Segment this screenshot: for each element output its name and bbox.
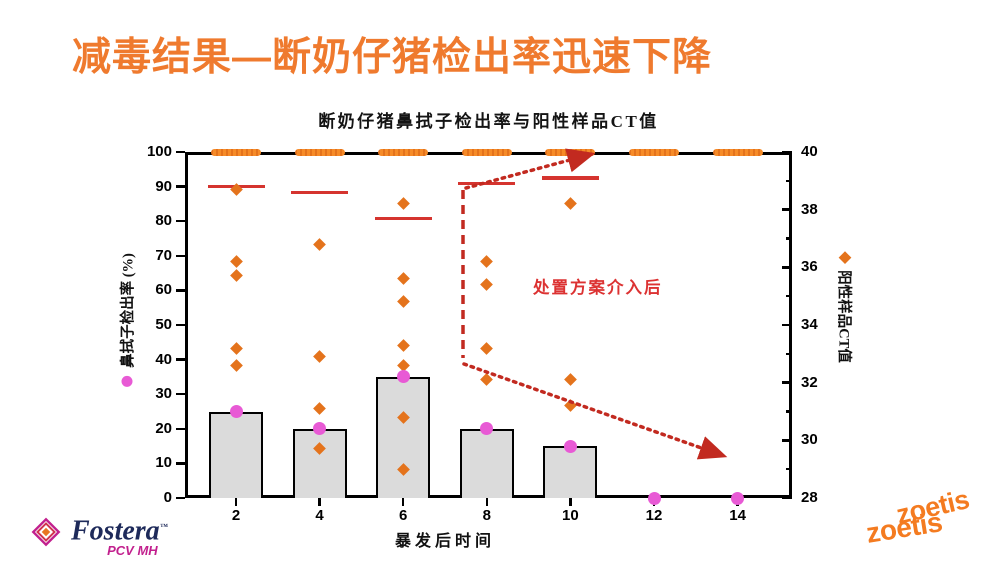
left-axis-title: 鼻拭子检出率 (%) [117, 253, 138, 387]
x-tick-label: 12 [645, 507, 663, 524]
right-tick-label: 30 [801, 431, 818, 449]
x-tick [485, 498, 489, 506]
right-tick [782, 381, 792, 385]
left-tick-label: 70 [155, 246, 172, 264]
right-minor-tick [786, 352, 792, 355]
left-tick [176, 254, 185, 258]
ct-mean-line [374, 216, 432, 221]
left-tick [176, 289, 185, 292]
zoetis-logo: zoetis zoetis [863, 484, 1000, 562]
left-tick-label: 0 [163, 489, 172, 506]
right-minor-tick [786, 179, 792, 182]
left-tick-label: 100 [146, 143, 172, 160]
left-tick-label: 90 [155, 177, 172, 195]
ct40-cluster [629, 148, 679, 156]
fostera-diamond-icon [31, 517, 61, 547]
x-tick [318, 498, 321, 506]
left-tick-label: 30 [155, 385, 172, 403]
ct-legend-diamond-icon [838, 251, 852, 265]
left-tick-label: 20 [155, 419, 172, 437]
detection-rate-dot [229, 405, 243, 418]
right-tick [782, 265, 792, 269]
left-tick-label: 80 [155, 212, 172, 230]
x-tick [234, 498, 238, 506]
x-axis-title: 暴发后时间 [394, 533, 495, 550]
rate-legend-dot-icon [121, 375, 133, 387]
right-tick-label: 40 [801, 143, 818, 160]
zoetis-wordmark-bottom: zoetis [863, 506, 945, 549]
ct-mean-line [291, 190, 349, 195]
detection-rate-bar [459, 428, 514, 498]
x-tick-label: 4 [315, 507, 324, 524]
left-tick [176, 496, 185, 500]
chart-title: 断奶仔猪鼻拭子检出率与阳性样品CT值 [318, 112, 659, 131]
right-tick [782, 438, 792, 442]
left-tick [176, 427, 185, 431]
left-tick-label: 60 [155, 281, 172, 299]
x-tick-label: 2 [231, 507, 241, 524]
right-minor-tick [786, 468, 792, 471]
left-tick [176, 323, 185, 327]
left-tick [176, 150, 185, 154]
ct40-cluster [378, 148, 429, 156]
detection-rate-bar [543, 446, 598, 498]
right-tick-label: 36 [801, 258, 818, 276]
detection-rate-dot [563, 439, 577, 453]
right-minor-tick [786, 237, 792, 240]
detection-rate-dot [731, 491, 745, 505]
detection-rate-dot [647, 491, 661, 505]
left-tick-label: 40 [155, 350, 172, 368]
ct40-cluster [461, 148, 512, 156]
ct40-cluster [294, 148, 345, 156]
detection-rate-bar [376, 376, 431, 498]
detection-rate-bar [209, 411, 263, 498]
x-tick-label: 14 [729, 507, 746, 524]
right-tick [782, 150, 792, 154]
right-tick [782, 496, 792, 500]
left-tick [176, 392, 185, 396]
fostera-logo: Fostera™ PCV MH [28, 514, 168, 558]
ct40-cluster [712, 148, 763, 156]
right-tick-label: 38 [801, 200, 818, 218]
fostera-name: Fostera™ [71, 515, 168, 547]
right-axis-label-text: 阳性样品CT值 [835, 270, 852, 363]
ct40-cluster [545, 148, 596, 156]
right-minor-tick [786, 295, 792, 298]
trademark-symbol: ™ [159, 522, 168, 531]
ct40-cluster [211, 148, 261, 156]
left-axis-label-text: 鼻拭子检出率 (%) [120, 253, 137, 368]
x-tick-label: 6 [399, 507, 408, 524]
fostera-wordmark: Fostera™ PCV MH [71, 514, 168, 559]
ct-mean-line [458, 181, 516, 186]
right-tick-label: 28 [801, 489, 818, 506]
x-tick-label: 10 [562, 507, 579, 524]
x-tick-label: 8 [482, 507, 491, 524]
detection-rate-bar [292, 428, 347, 498]
fostera-product-line: PCV MH [107, 543, 158, 559]
left-tick [176, 185, 185, 188]
detection-rate-dot [396, 370, 410, 384]
left-tick [176, 462, 185, 465]
right-tick-label: 34 [801, 316, 818, 333]
detection-rate-dot [313, 422, 327, 436]
x-tick [569, 498, 572, 506]
left-tick [176, 358, 185, 361]
page-title: 减毒结果—断奶仔猪检出率迅速下降 [72, 36, 713, 79]
right-minor-tick [786, 410, 792, 413]
left-tick-label: 50 [155, 316, 172, 333]
right-tick [782, 323, 792, 327]
intervention-annotation: 处置方案介入后 [533, 279, 663, 297]
x-tick [401, 498, 405, 506]
ct-mean-line [541, 176, 599, 180]
left-tick-label: 10 [155, 454, 172, 472]
right-tick-label: 32 [801, 373, 818, 391]
right-tick [782, 208, 792, 212]
left-tick [176, 219, 185, 223]
right-axis-title: 阳性样品CT值 [835, 251, 856, 363]
